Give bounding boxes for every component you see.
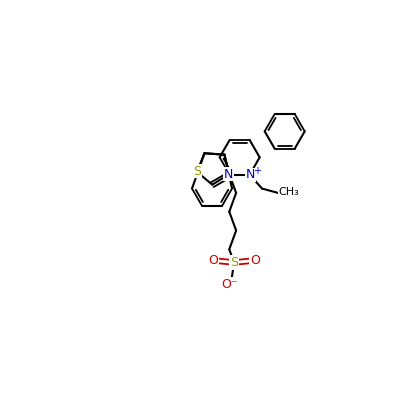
Text: O⁻: O⁻: [221, 278, 238, 290]
Text: CH₃: CH₃: [278, 187, 299, 197]
Text: S: S: [230, 256, 238, 269]
Text: N: N: [224, 168, 233, 180]
Text: S: S: [193, 164, 201, 178]
Text: O: O: [208, 254, 218, 268]
Text: O: O: [250, 254, 260, 268]
Text: N: N: [246, 168, 255, 181]
Text: +: +: [252, 166, 260, 176]
